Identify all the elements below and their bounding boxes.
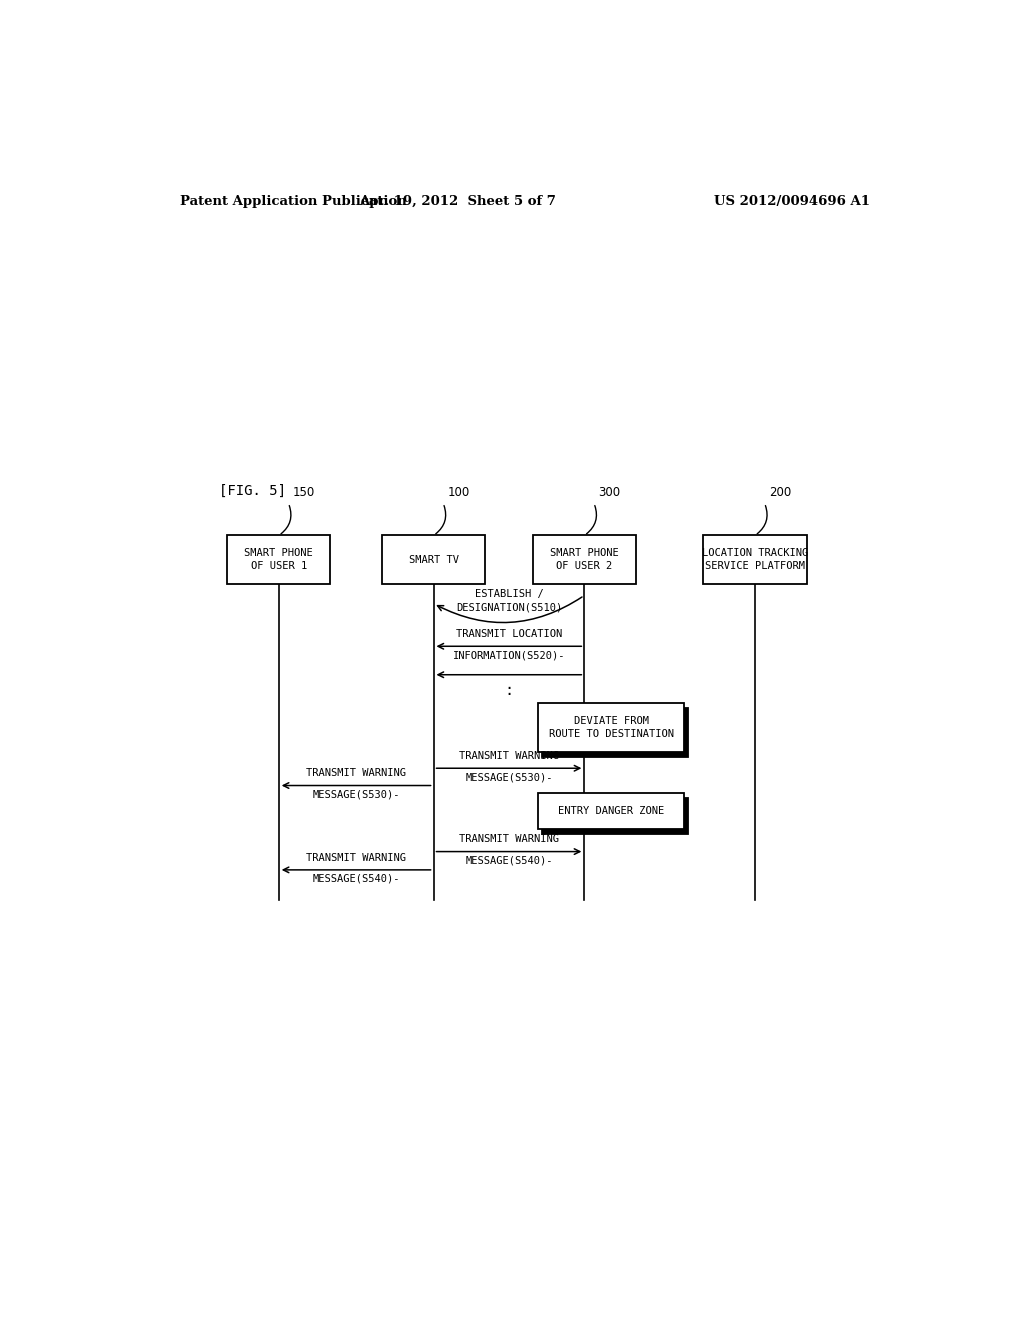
Text: MESSAGE(S530)-: MESSAGE(S530)- xyxy=(312,789,400,800)
Bar xyxy=(532,536,636,585)
Bar xyxy=(382,536,485,585)
Text: DEVIATE FROM
ROUTE TO DESTINATION: DEVIATE FROM ROUTE TO DESTINATION xyxy=(549,715,674,739)
Text: LOCATION TRACKING
SERVICE PLATFORM: LOCATION TRACKING SERVICE PLATFORM xyxy=(701,548,808,572)
Text: 300: 300 xyxy=(599,486,621,499)
Bar xyxy=(703,536,807,585)
Text: ENTRY DANGER ZONE: ENTRY DANGER ZONE xyxy=(558,807,665,816)
Text: TRANSMIT WARNING: TRANSMIT WARNING xyxy=(459,751,559,762)
Text: SMART PHONE
OF USER 1: SMART PHONE OF USER 1 xyxy=(245,548,313,572)
Text: TRANSMIT WARNING: TRANSMIT WARNING xyxy=(306,768,407,779)
Text: 150: 150 xyxy=(293,486,315,499)
Text: TRANSMIT LOCATION: TRANSMIT LOCATION xyxy=(456,630,562,639)
Text: US 2012/0094696 A1: US 2012/0094696 A1 xyxy=(714,195,870,209)
Bar xyxy=(539,704,684,752)
Text: MESSAGE(S540)-: MESSAGE(S540)- xyxy=(312,874,400,884)
Bar xyxy=(539,792,684,829)
Bar xyxy=(227,536,331,585)
Text: MESSAGE(S540)-: MESSAGE(S540)- xyxy=(465,855,553,866)
Text: Patent Application Publication: Patent Application Publication xyxy=(179,195,407,209)
Text: INFORMATION(S520)-: INFORMATION(S520)- xyxy=(453,651,565,660)
Text: SMART PHONE
OF USER 2: SMART PHONE OF USER 2 xyxy=(550,548,618,572)
Text: [FIG. 5]: [FIG. 5] xyxy=(219,483,287,498)
Text: MESSAGE(S530)-: MESSAGE(S530)- xyxy=(465,772,553,783)
Text: 100: 100 xyxy=(447,486,470,499)
Text: SMART TV: SMART TV xyxy=(409,554,459,565)
Text: 200: 200 xyxy=(769,486,792,499)
Text: Apr. 19, 2012  Sheet 5 of 7: Apr. 19, 2012 Sheet 5 of 7 xyxy=(358,195,556,209)
Bar xyxy=(543,709,688,758)
Text: TRANSMIT WARNING: TRANSMIT WARNING xyxy=(306,853,407,863)
Text: :: : xyxy=(505,684,513,698)
Bar xyxy=(543,797,688,834)
Text: ESTABLISH /
DESIGNATION(S510): ESTABLISH / DESIGNATION(S510) xyxy=(456,589,562,612)
Text: TRANSMIT WARNING: TRANSMIT WARNING xyxy=(459,834,559,845)
